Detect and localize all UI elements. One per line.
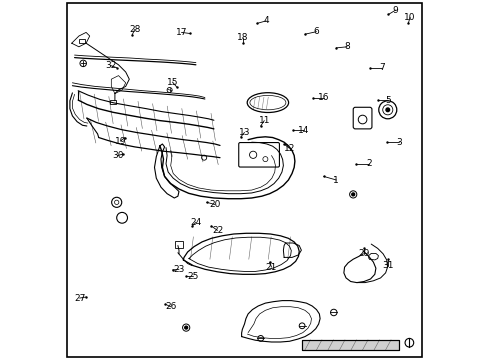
- Text: 24: 24: [190, 218, 201, 227]
- Text: 17: 17: [175, 28, 187, 37]
- Text: 1: 1: [333, 176, 339, 185]
- Circle shape: [385, 108, 389, 112]
- Text: 23: 23: [173, 265, 184, 274]
- Text: 19: 19: [114, 137, 126, 146]
- Bar: [110, 100, 116, 104]
- Text: 10: 10: [404, 13, 415, 22]
- Text: 8: 8: [344, 42, 349, 51]
- Text: 21: 21: [265, 263, 277, 272]
- Text: 12: 12: [283, 144, 295, 153]
- Text: 32: 32: [105, 61, 116, 70]
- Text: 5: 5: [385, 96, 390, 105]
- Text: 22: 22: [211, 226, 223, 235]
- Text: 6: 6: [313, 27, 319, 36]
- Text: 14: 14: [298, 126, 309, 135]
- Text: 7: 7: [378, 63, 384, 72]
- Text: 29: 29: [358, 249, 369, 258]
- Text: 9: 9: [392, 6, 398, 15]
- Bar: [79, 39, 85, 43]
- Text: 3: 3: [396, 138, 401, 147]
- Text: 27: 27: [74, 294, 85, 302]
- Text: 31: 31: [382, 261, 393, 270]
- Text: 18: 18: [237, 33, 248, 42]
- Text: 4: 4: [263, 17, 268, 26]
- Text: 30: 30: [112, 151, 123, 160]
- Bar: [302, 340, 398, 350]
- Text: 28: 28: [129, 25, 140, 34]
- Text: 20: 20: [209, 200, 220, 209]
- Text: 25: 25: [187, 272, 199, 281]
- Text: 15: 15: [166, 78, 178, 87]
- Text: 13: 13: [238, 128, 250, 137]
- Bar: [302, 340, 398, 350]
- Circle shape: [351, 193, 354, 196]
- Text: 11: 11: [258, 116, 269, 125]
- Text: 2: 2: [365, 159, 371, 168]
- Circle shape: [184, 326, 187, 329]
- Text: 26: 26: [164, 302, 176, 311]
- Bar: [175, 241, 182, 248]
- Text: 16: 16: [317, 94, 329, 103]
